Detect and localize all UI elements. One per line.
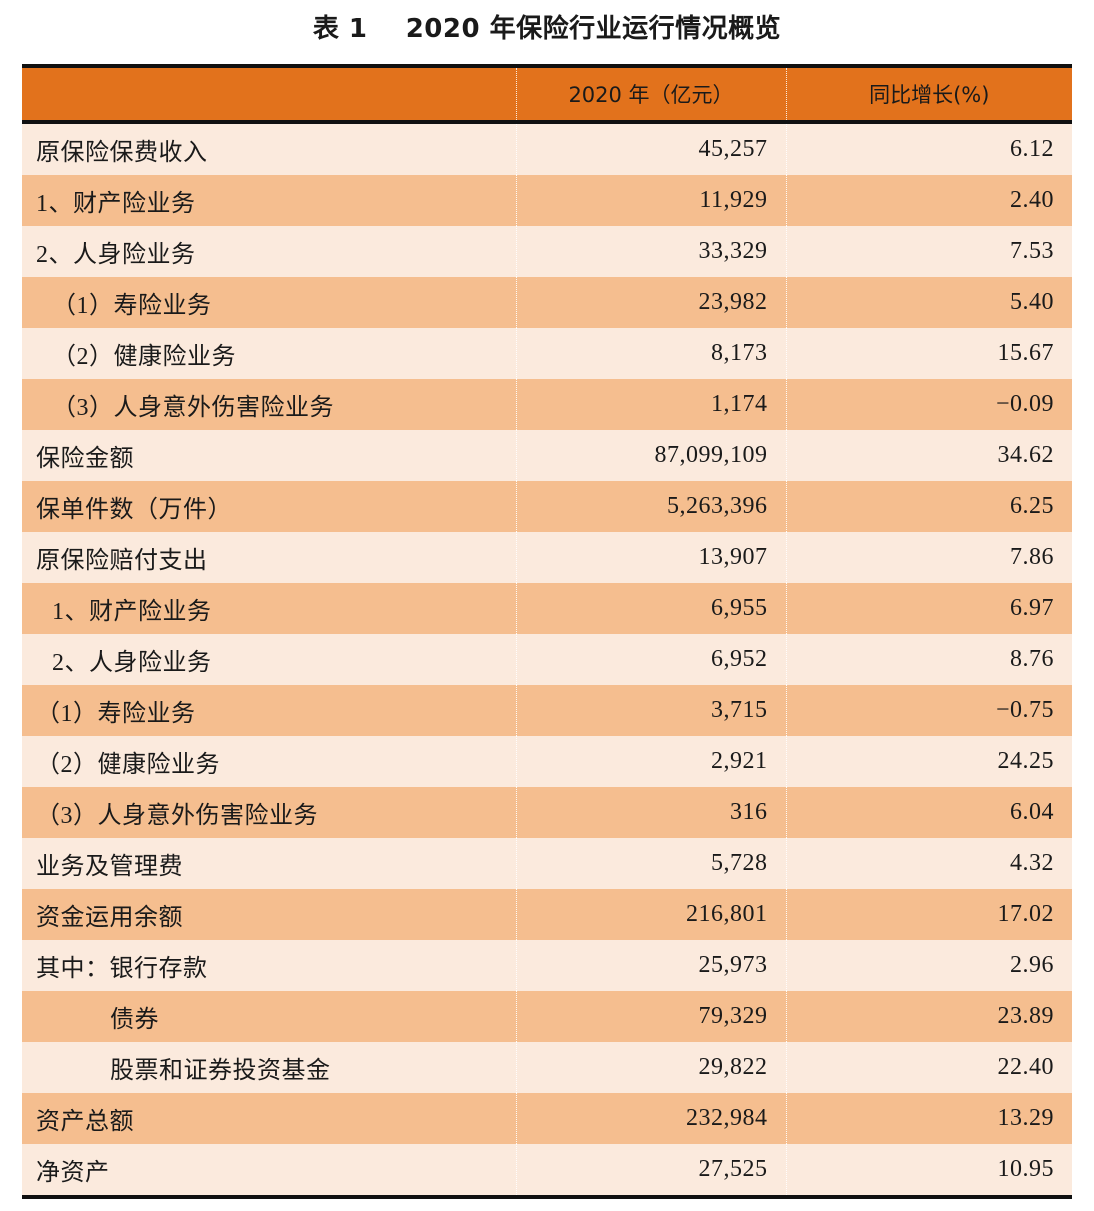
row-value-amount: 11,929 [516, 175, 787, 226]
row-label: 资产总额 [22, 1093, 517, 1144]
table-header: 2020 年（亿元） 同比增长(%) [22, 64, 1072, 124]
row-value-amount: 6,952 [516, 634, 787, 685]
row-value-growth: 24.25 [786, 736, 1072, 787]
row-value-growth: 6.04 [786, 787, 1072, 838]
row-value-growth: 15.67 [786, 328, 1072, 379]
row-label: （3）人身意外伤害险业务 [22, 379, 517, 430]
column-header-growth: 同比增长(%) [786, 64, 1072, 124]
row-value-growth: 8.76 [786, 634, 1072, 685]
table-row: 2、人身险业务 33,329 7.53 [22, 226, 1072, 277]
table-header-row: 2020 年（亿元） 同比增长(%) [22, 64, 1072, 124]
column-header-item [22, 64, 517, 124]
row-value-growth: 2.40 [786, 175, 1072, 226]
table-body: 原保险保费收入 45,257 6.12 1、财产险业务 11,929 2.40 2、人身险业… [22, 122, 1072, 1199]
row-value-growth: 17.02 [786, 889, 1072, 940]
row-value-amount: 5,263,396 [516, 481, 787, 532]
table-row: 净资产 27,525 10.95 [22, 1144, 1072, 1199]
row-value-amount: 33,329 [516, 226, 787, 277]
table-row: 2、人身险业务 6,952 8.76 [22, 634, 1072, 685]
row-value-amount: 79,329 [516, 991, 787, 1042]
row-label: 净资产 [22, 1144, 517, 1199]
row-value-growth: −0.09 [786, 379, 1072, 430]
table-row: 原保险赔付支出 13,907 7.86 [22, 532, 1072, 583]
column-header-amount: 2020 年（亿元） [516, 64, 787, 124]
row-label: 2、人身险业务 [22, 634, 517, 685]
table-row: （1）寿险业务 3,715 −0.75 [22, 685, 1072, 736]
insurance-overview-table-container: 2020 年（亿元） 同比增长(%) 原保险保费收入 45,257 6.12 1、财产… [22, 64, 1072, 1199]
row-value-growth: 23.89 [786, 991, 1072, 1042]
table-row: （2）健康险业务 2,921 24.25 [22, 736, 1072, 787]
table-row: 原保险保费收入 45,257 6.12 [22, 122, 1072, 175]
row-value-amount: 23,982 [516, 277, 787, 328]
row-label: （1）寿险业务 [22, 685, 517, 736]
row-value-amount: 8,173 [516, 328, 787, 379]
row-label: 1、财产险业务 [22, 583, 517, 634]
row-value-growth: 4.32 [786, 838, 1072, 889]
row-value-amount: 29,822 [516, 1042, 787, 1093]
table-row: 其中：银行存款 25,973 2.96 [22, 940, 1072, 991]
page-title: 表 1 2020 年保险行业运行情况概览 [312, 14, 782, 44]
row-value-growth: 2.96 [786, 940, 1072, 991]
row-label: （2）健康险业务 [22, 736, 517, 787]
table-row: （3）人身意外伤害险业务 316 6.04 [22, 787, 1072, 838]
row-label: 股票和证券投资基金 [22, 1042, 517, 1093]
row-value-growth: 22.40 [786, 1042, 1072, 1093]
row-label: 原保险保费收入 [22, 122, 517, 175]
table-row: 股票和证券投资基金 29,822 22.40 [22, 1042, 1072, 1093]
table-row: 1、财产险业务 11,929 2.40 [22, 175, 1072, 226]
row-label: 保险金额 [22, 430, 517, 481]
row-value-growth: 7.86 [786, 532, 1072, 583]
row-value-growth: −0.75 [786, 685, 1072, 736]
row-label: 保单件数（万件） [22, 481, 517, 532]
row-value-amount: 87,099,109 [516, 430, 787, 481]
row-value-amount: 1,174 [516, 379, 787, 430]
row-label: 1、财产险业务 [22, 175, 517, 226]
row-value-growth: 6.97 [786, 583, 1072, 634]
row-value-amount: 25,973 [516, 940, 787, 991]
table-row: 债券 79,329 23.89 [22, 991, 1072, 1042]
row-value-amount: 2,921 [516, 736, 787, 787]
row-value-amount: 216,801 [516, 889, 787, 940]
row-value-growth: 7.53 [786, 226, 1072, 277]
insurance-overview-table: 2020 年（亿元） 同比增长(%) 原保险保费收入 45,257 6.12 1、财产… [22, 64, 1072, 1199]
row-label: （2）健康险业务 [22, 328, 517, 379]
row-label: 2、人身险业务 [22, 226, 517, 277]
row-value-growth: 6.12 [786, 122, 1072, 175]
table-row: 保单件数（万件） 5,263,396 6.25 [22, 481, 1072, 532]
row-label: 资金运用余额 [22, 889, 517, 940]
table-row: 资产总额 232,984 13.29 [22, 1093, 1072, 1144]
row-value-amount: 45,257 [516, 122, 787, 175]
row-value-amount: 3,715 [516, 685, 787, 736]
table-row: 资金运用余额 216,801 17.02 [22, 889, 1072, 940]
row-value-growth: 13.29 [786, 1093, 1072, 1144]
row-value-amount: 316 [516, 787, 787, 838]
row-value-growth: 10.95 [786, 1144, 1072, 1199]
row-value-growth: 5.40 [786, 277, 1072, 328]
row-value-growth: 6.25 [786, 481, 1072, 532]
row-value-amount: 13,907 [516, 532, 787, 583]
row-value-amount: 232,984 [516, 1093, 787, 1144]
row-value-growth: 34.62 [786, 430, 1072, 481]
row-label: 原保险赔付支出 [22, 532, 517, 583]
table-row: （1）寿险业务 23,982 5.40 [22, 277, 1072, 328]
row-value-amount: 27,525 [516, 1144, 787, 1199]
row-value-amount: 6,955 [516, 583, 787, 634]
table-row: 1、财产险业务 6,955 6.97 [22, 583, 1072, 634]
row-label: （1）寿险业务 [22, 277, 517, 328]
table-row: （3）人身意外伤害险业务 1,174 −0.09 [22, 379, 1072, 430]
row-label: （3）人身意外伤害险业务 [22, 787, 517, 838]
row-label: 业务及管理费 [22, 838, 517, 889]
table-row: （2）健康险业务 8,173 15.67 [22, 328, 1072, 379]
table-row: 保险金额 87,099,109 34.62 [22, 430, 1072, 481]
row-label: 债券 [22, 991, 517, 1042]
row-value-amount: 5,728 [516, 838, 787, 889]
row-label: 其中：银行存款 [22, 940, 517, 991]
table-row: 业务及管理费 5,728 4.32 [22, 838, 1072, 889]
